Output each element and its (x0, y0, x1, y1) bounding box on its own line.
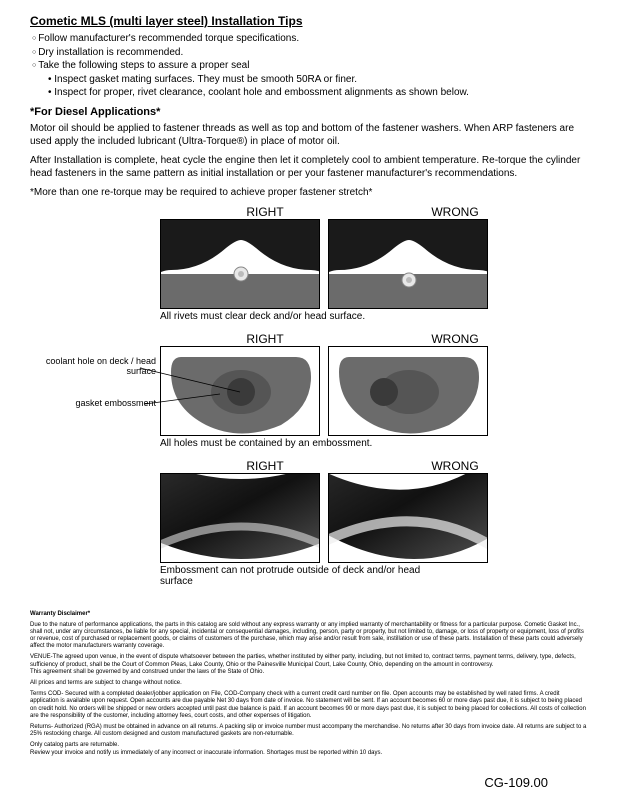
page-title: Cometic MLS (multi layer steel) Installa… (30, 14, 588, 28)
label-wrong: WRONG (390, 205, 520, 219)
bullet-item: Take the following steps to assure a pro… (32, 59, 588, 73)
diagram-row-rivets: RIGHT WRONG (30, 205, 588, 328)
diagram-hole-wrong (328, 346, 488, 436)
diagram-rivet-wrong (328, 219, 488, 309)
fine-para: Terms COD- Secured with a completed deal… (30, 691, 588, 720)
diagram-row-holes: coolant hole on deck / head surface gask… (30, 332, 588, 455)
page-number: CG-109.00 (484, 775, 548, 790)
diagrams-section: RIGHT WRONG (30, 205, 588, 593)
bullet-item: Follow manufacturer's recommended torque… (32, 32, 588, 46)
label-wrong: WRONG (390, 459, 520, 473)
caption-rivets: All rivets must clear deck and/or head s… (160, 311, 520, 322)
bullet-list: Follow manufacturer's recommended torque… (32, 32, 588, 100)
fine-para: Due to the nature of performance applica… (30, 622, 588, 651)
label-right: RIGHT (200, 332, 330, 346)
caption-embossment: Embossment can not protrude outside of d… (160, 565, 440, 587)
diagram-hole-right (160, 346, 320, 436)
label-wrong: WRONG (390, 332, 520, 346)
diagram-emboss-right (160, 473, 320, 563)
fine-para: All prices and terms are subject to chan… (30, 680, 588, 687)
paragraph: Motor oil should be applied to fastener … (30, 122, 588, 148)
caption-holes: All holes must be contained by an emboss… (160, 438, 520, 449)
fine-para: Only catalog parts are returnable.Review… (30, 742, 588, 756)
diagram-rivet-right (160, 219, 320, 309)
label-right: RIGHT (200, 459, 330, 473)
label-right: RIGHT (200, 205, 330, 219)
sub-bullet-item: Inspect gasket mating surfaces. They mus… (48, 73, 588, 87)
paragraph: *More than one re-torque may be required… (30, 186, 588, 199)
paragraph: After Installation is complete, heat cyc… (30, 154, 588, 180)
label-coolant-hole: coolant hole on deck / head surface (30, 356, 156, 376)
sub-bullet-item: Inspect for proper, rivet clearance, coo… (48, 86, 588, 100)
fine-para: Returns- Authorized (RGA) must be obtain… (30, 724, 588, 738)
diagram-emboss-wrong (328, 473, 488, 563)
diagram-row-embossment: RIGHT WRONG (30, 459, 588, 593)
bullet-item: Dry installation is recommended. (32, 46, 588, 60)
section-header: *For Diesel Applications* (30, 106, 588, 118)
label-gasket-embossment: gasket embossment (30, 398, 156, 408)
warranty-header: Warranty Disclaimer* (30, 611, 588, 618)
fine-print: Warranty Disclaimer* Due to the nature o… (30, 611, 588, 757)
fine-para: VENUE-The agreed upon venue, in the even… (30, 654, 588, 676)
